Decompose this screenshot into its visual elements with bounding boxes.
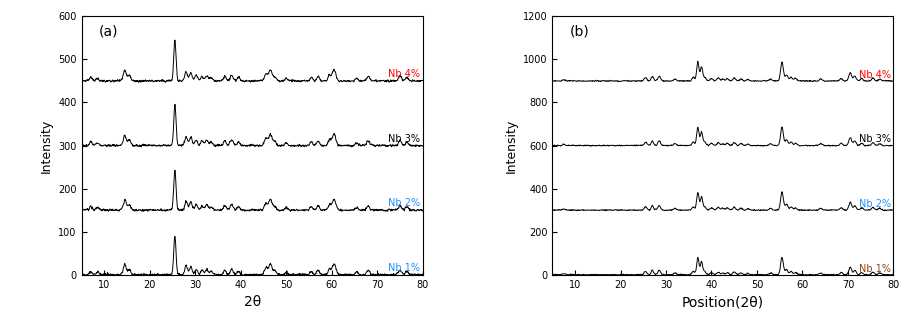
Text: (a): (a) [99,24,118,38]
Text: Nb 4%: Nb 4% [859,70,891,80]
Text: Nb 4%: Nb 4% [388,69,421,79]
Text: Nb 2%: Nb 2% [859,199,891,209]
Text: Nb 1%: Nb 1% [388,263,421,273]
X-axis label: 2θ: 2θ [244,295,261,309]
Y-axis label: Intensity: Intensity [40,118,53,173]
Y-axis label: Intensity: Intensity [504,118,517,173]
Text: Nb 1%: Nb 1% [859,264,891,274]
Text: Nb 3%: Nb 3% [859,134,891,145]
Text: Nb 2%: Nb 2% [388,198,421,208]
Text: Nb 3%: Nb 3% [388,134,421,144]
X-axis label: Position(2θ): Position(2θ) [682,295,764,309]
Text: (b): (b) [570,24,590,38]
